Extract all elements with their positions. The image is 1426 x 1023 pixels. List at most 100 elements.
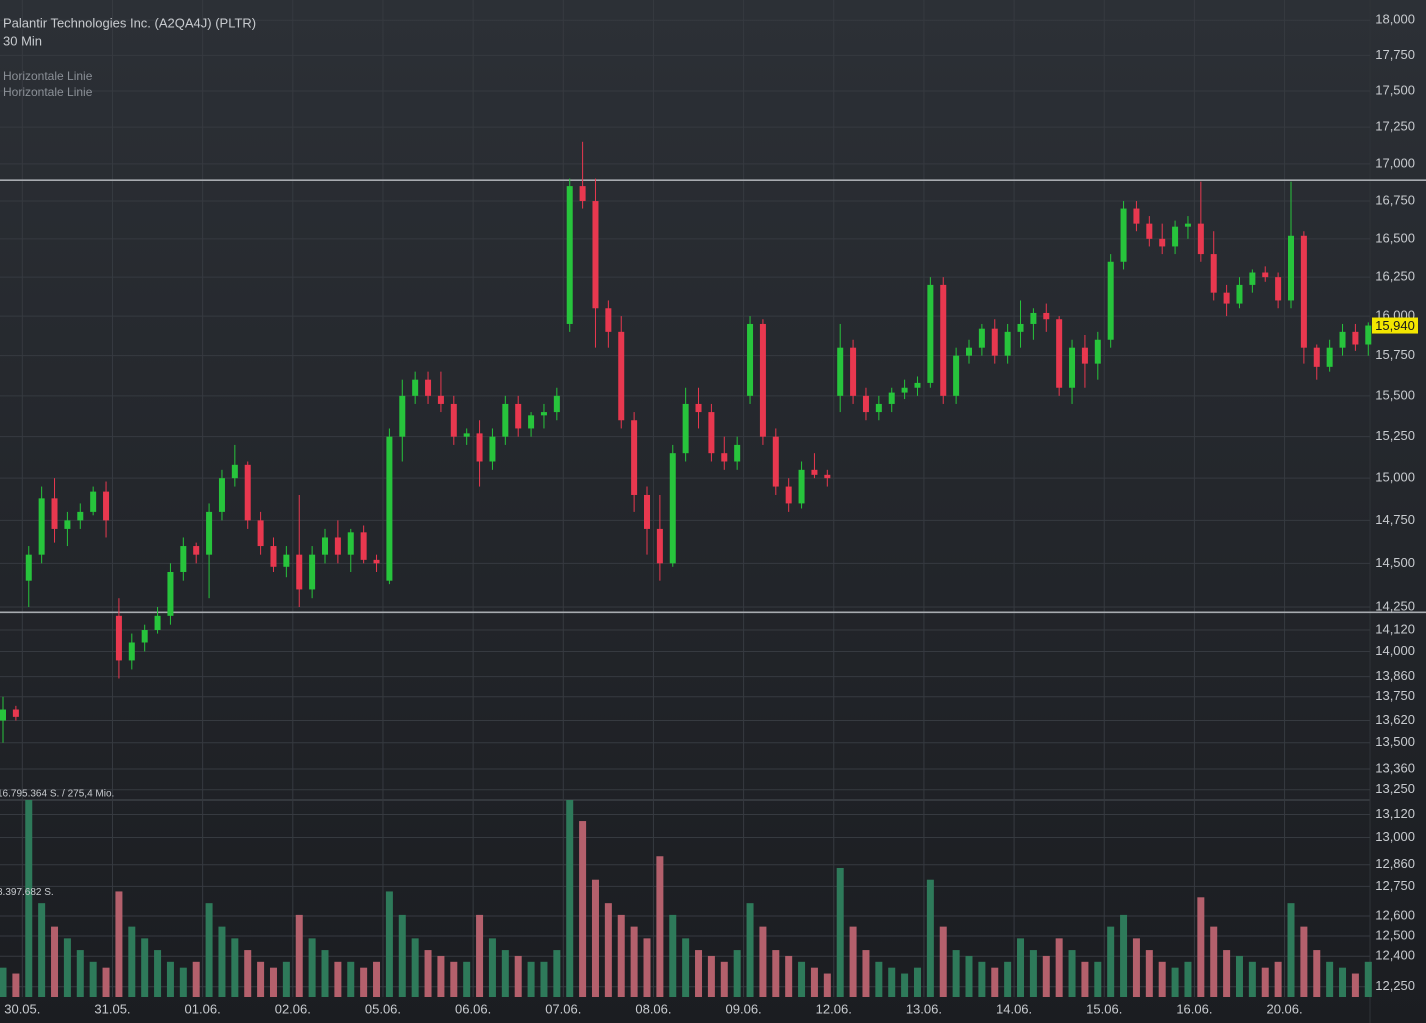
candle-body [940, 284, 947, 396]
x-tick-label: 15.06. [1086, 1001, 1122, 1016]
candle-body [1094, 339, 1101, 364]
candle-body [489, 436, 496, 462]
candle-body [824, 474, 831, 479]
candle-body [734, 444, 741, 462]
candle-body [334, 537, 341, 555]
candle-body [103, 491, 110, 521]
y-tick-label: 13,860 [1375, 668, 1415, 683]
y-tick-label: 17,500 [1375, 82, 1415, 97]
candle-body [1004, 331, 1011, 356]
y-tick-label: 18,000 [1375, 12, 1415, 27]
volume-bar [1351, 973, 1359, 997]
volume-bar [707, 955, 715, 997]
candle-body [167, 571, 174, 616]
volume-bar [437, 955, 445, 997]
volume-bar [1300, 926, 1308, 997]
y-tick-label: 13,120 [1375, 806, 1415, 821]
volume-bar [154, 950, 162, 997]
candle-body [1262, 272, 1269, 278]
volume-bar [424, 950, 432, 997]
candle-body [1339, 331, 1346, 348]
volume-bar [25, 800, 33, 997]
volume-bar [669, 914, 677, 997]
volume-bar [1210, 926, 1218, 997]
candle-body [218, 478, 225, 512]
volume-bar [695, 950, 703, 997]
candle-body [193, 546, 200, 555]
candle-body [721, 453, 728, 462]
volume-bar [991, 967, 999, 997]
volume-bar [1107, 926, 1115, 997]
volume-bar [398, 914, 406, 997]
volume-bar [321, 950, 329, 997]
volume-bar [759, 926, 767, 997]
candle-body [682, 403, 689, 454]
volume-bar [1017, 938, 1025, 997]
y-tick-label: 16,500 [1375, 230, 1415, 245]
volume-bar [579, 821, 587, 997]
volume-bar [978, 961, 986, 997]
volume-bar [192, 961, 200, 997]
candle-body [978, 328, 985, 348]
candle-body [399, 395, 406, 437]
volume-bar [1042, 955, 1050, 997]
volume-bar [1326, 961, 1334, 997]
candle-body [669, 453, 676, 564]
chart-subtitle: 30 Min [3, 33, 42, 48]
volume-bar [141, 938, 149, 997]
volume-bar [733, 950, 741, 997]
x-tick-label: 20.06. [1266, 1001, 1302, 1016]
y-tick-label: 13,000 [1375, 829, 1415, 844]
candle-body [1146, 223, 1153, 239]
volume-bar [334, 961, 342, 997]
volume-bar [1313, 950, 1321, 997]
y-tick-label: 15,000 [1375, 470, 1415, 485]
volume-bar [656, 856, 664, 997]
candle-body [296, 554, 303, 590]
candle-body [347, 532, 354, 555]
candle-body [1184, 223, 1191, 227]
volume-bar [257, 961, 265, 997]
y-tick-label: 12,750 [1375, 878, 1415, 893]
volume-bar [1029, 950, 1037, 997]
y-tick-label: 13,750 [1375, 688, 1415, 703]
volume-bar [1132, 938, 1140, 997]
volume-bar [1081, 961, 1089, 997]
y-tick-label: 14,500 [1375, 555, 1415, 570]
candle-body [77, 511, 84, 521]
volume-bar [1094, 961, 1102, 997]
volume-bar [166, 961, 174, 997]
candle-body [154, 615, 161, 631]
candle-body [811, 469, 818, 475]
volume-bar [179, 967, 187, 997]
candle-body [927, 284, 934, 383]
x-tick-label: 07.06. [545, 1001, 581, 1016]
candle-body [785, 486, 792, 504]
volume-tick-label: 16.795.364 S. / 275,4 Mio. [0, 789, 114, 800]
volume-bar [1145, 950, 1153, 997]
volume-bar [1055, 938, 1063, 997]
candle-body [38, 498, 45, 555]
y-tick-label: 13,360 [1375, 760, 1415, 775]
y-tick-label: 17,000 [1375, 155, 1415, 170]
x-tick-label: 01.06. [185, 1001, 221, 1016]
candle-body [1030, 312, 1037, 324]
candle-body [759, 323, 766, 437]
volume-bar [862, 950, 870, 997]
x-tick-label: 14.06. [996, 1001, 1032, 1016]
chart-title: Palantir Technologies Inc. (A2QA4J) (PLT… [3, 15, 256, 30]
volume-bar [591, 879, 599, 997]
volume-bar [566, 800, 574, 997]
candle-body [888, 392, 895, 404]
volume-bar [295, 914, 303, 997]
candle-body [901, 387, 908, 393]
volume-bar [926, 879, 934, 997]
y-tick-label: 12,400 [1375, 948, 1415, 963]
volume-bar [63, 938, 71, 997]
candle-body [540, 412, 547, 416]
candle-body [1300, 235, 1307, 348]
y-tick-label: 12,860 [1375, 856, 1415, 871]
volume-bar [51, 926, 59, 997]
candle-body [1081, 347, 1088, 364]
price-panel [0, 141, 1426, 743]
